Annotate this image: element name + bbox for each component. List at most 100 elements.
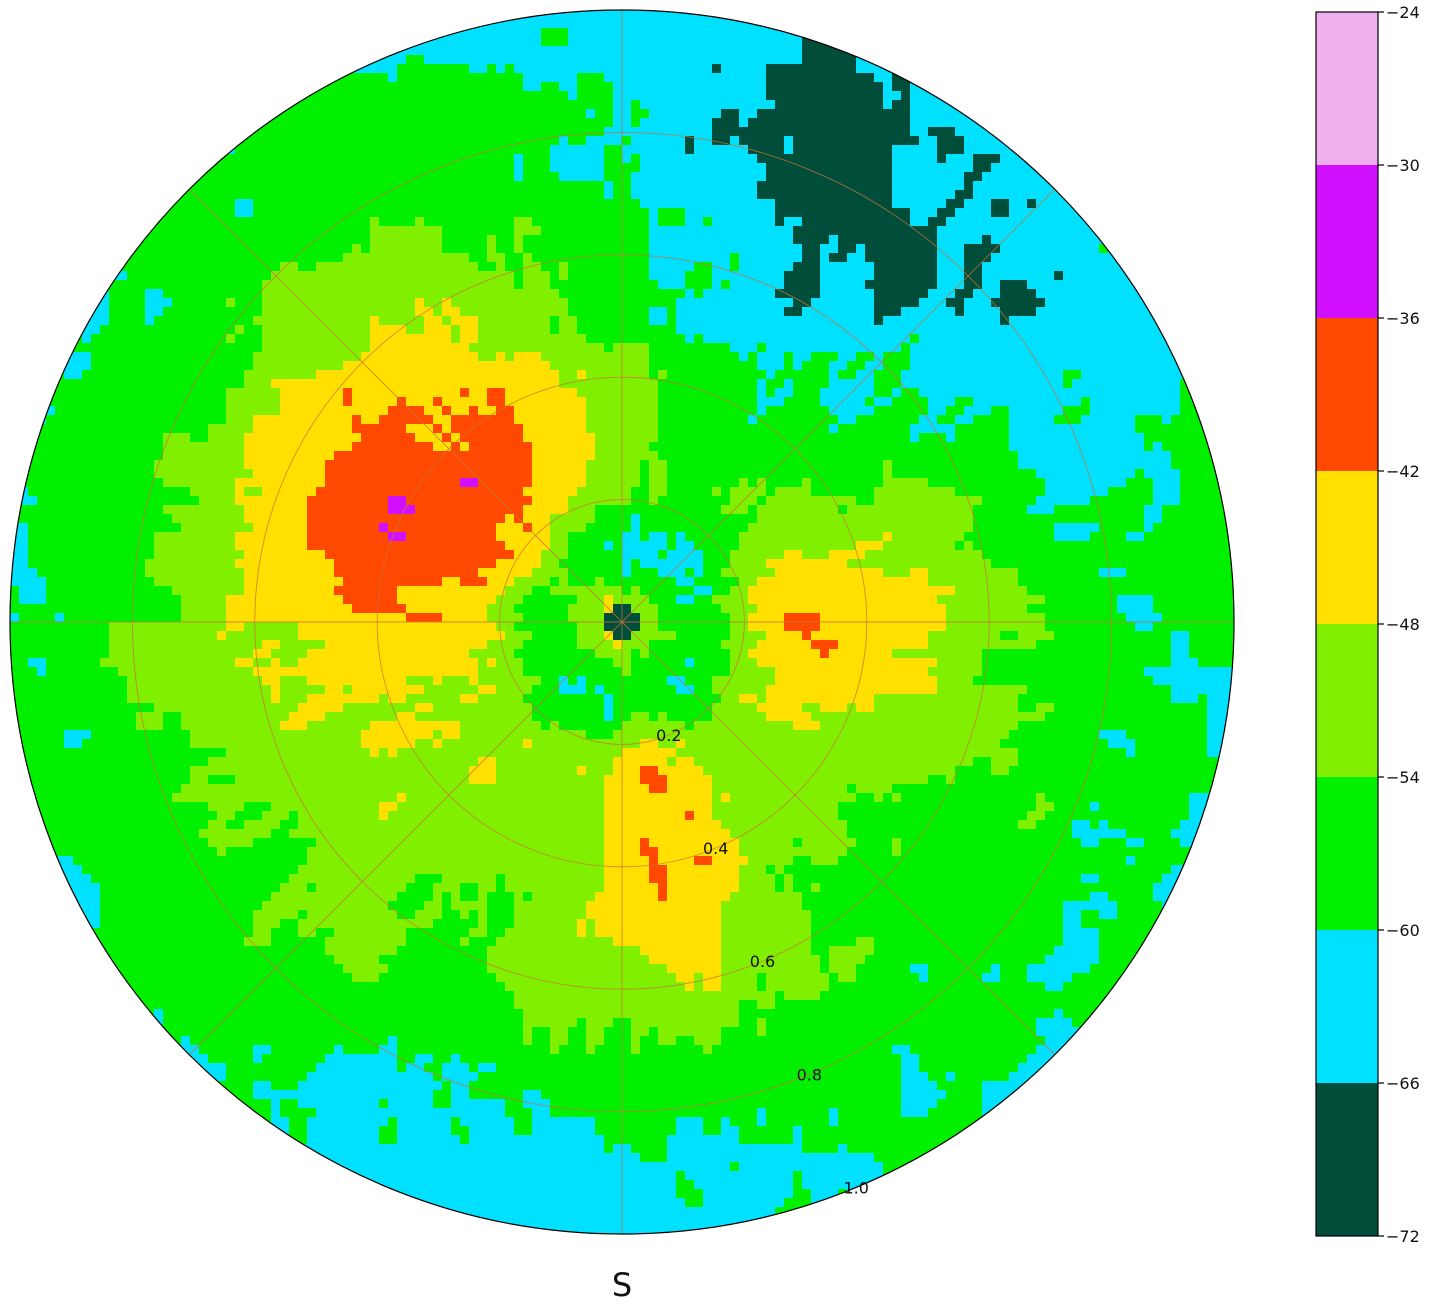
heatmap-cell xyxy=(550,334,560,344)
heatmap-cell xyxy=(208,271,218,281)
heatmap-cell xyxy=(316,271,326,281)
heatmap-cell xyxy=(829,433,839,443)
heatmap-cell xyxy=(190,406,200,416)
heatmap-cell xyxy=(550,307,560,317)
heatmap-cell xyxy=(964,235,974,245)
heatmap-cell xyxy=(505,289,515,299)
heatmap-cell xyxy=(946,343,956,353)
heatmap-cell xyxy=(217,388,227,398)
heatmap-cell xyxy=(811,352,821,362)
heatmap-cell xyxy=(820,379,830,389)
heatmap-cell xyxy=(424,100,434,110)
heatmap-cell xyxy=(613,235,623,245)
heatmap-cell xyxy=(667,415,677,425)
heatmap-cell xyxy=(1090,406,1100,416)
heatmap-cell xyxy=(127,343,137,353)
heatmap-cell xyxy=(298,109,308,119)
heatmap-cell xyxy=(424,82,434,92)
heatmap-cell xyxy=(586,325,596,335)
heatmap-cell xyxy=(928,316,938,326)
heatmap-cell xyxy=(919,406,929,416)
heatmap-cell xyxy=(361,199,371,209)
heatmap-cell xyxy=(559,280,569,290)
heatmap-cell xyxy=(874,226,884,236)
heatmap-cell xyxy=(622,118,632,128)
heatmap-cell xyxy=(955,190,965,200)
heatmap-cell xyxy=(289,271,299,281)
heatmap-cell xyxy=(496,136,506,146)
heatmap-cell xyxy=(1108,379,1118,389)
heatmap-cell xyxy=(577,271,587,281)
heatmap-cell xyxy=(694,316,704,326)
heatmap-cell xyxy=(640,397,650,407)
heatmap-cell xyxy=(937,343,947,353)
heatmap-cell xyxy=(883,145,893,155)
heatmap-cell xyxy=(496,298,506,308)
heatmap-cell xyxy=(469,127,479,137)
heatmap-cell xyxy=(775,64,785,74)
heatmap-cell xyxy=(1054,343,1064,353)
heatmap-cell xyxy=(838,271,848,281)
heatmap-cell xyxy=(802,361,812,371)
heatmap-cell xyxy=(424,262,434,272)
heatmap-cell xyxy=(271,352,281,362)
heatmap-cell xyxy=(811,208,821,218)
heatmap-cell xyxy=(829,442,839,452)
heatmap-cell xyxy=(505,208,515,218)
heatmap-cell xyxy=(343,190,353,200)
heatmap-cell xyxy=(496,424,506,434)
heatmap-cell xyxy=(829,334,839,344)
heatmap-cell xyxy=(343,100,353,110)
heatmap-cell xyxy=(388,442,398,452)
heatmap-cell xyxy=(451,118,461,128)
heatmap-cell xyxy=(1171,370,1181,380)
heatmap-cell xyxy=(415,442,425,452)
heatmap-cell xyxy=(757,316,767,326)
heatmap-cell xyxy=(613,244,623,254)
heatmap-cell xyxy=(1054,316,1064,326)
heatmap-cell xyxy=(226,163,236,173)
heatmap-cell xyxy=(775,325,785,335)
heatmap-cell xyxy=(523,208,533,218)
heatmap-cell xyxy=(379,64,389,74)
heatmap-cell xyxy=(352,424,362,434)
heatmap-cell xyxy=(316,181,326,191)
heatmap-cell xyxy=(505,316,515,326)
heatmap-cell xyxy=(946,217,956,227)
heatmap-cell xyxy=(739,325,749,335)
heatmap-cell xyxy=(1072,451,1082,461)
heatmap-cell xyxy=(505,325,515,335)
heatmap-cell xyxy=(712,190,722,200)
heatmap-cell xyxy=(370,64,380,74)
heatmap-cell xyxy=(910,370,920,380)
heatmap-cell xyxy=(883,289,893,299)
heatmap-cell xyxy=(208,172,218,182)
heatmap-cell xyxy=(595,91,605,101)
heatmap-cell xyxy=(325,235,335,245)
heatmap-cell xyxy=(676,136,686,146)
heatmap-cell xyxy=(370,262,380,272)
heatmap-cell xyxy=(343,379,353,389)
heatmap-cell xyxy=(190,307,200,317)
heatmap-cell xyxy=(478,289,488,299)
heatmap-cell xyxy=(829,163,839,173)
heatmap-cell xyxy=(982,208,992,218)
heatmap-cell xyxy=(802,370,812,380)
heatmap-cell xyxy=(370,226,380,236)
heatmap-cell xyxy=(739,289,749,299)
heatmap-cell xyxy=(631,424,641,434)
heatmap-cell xyxy=(874,415,884,425)
heatmap-cell xyxy=(145,289,155,299)
heatmap-cell xyxy=(163,433,173,443)
heatmap-cell xyxy=(208,397,218,407)
heatmap-cell xyxy=(334,190,344,200)
heatmap-cell xyxy=(505,190,515,200)
heatmap-cell xyxy=(892,91,902,101)
heatmap-cell xyxy=(253,388,263,398)
heatmap-cell xyxy=(739,343,749,353)
heatmap-cell xyxy=(694,91,704,101)
heatmap-cell xyxy=(415,370,425,380)
heatmap-cell xyxy=(406,424,416,434)
heatmap-cell xyxy=(397,199,407,209)
heatmap-cell xyxy=(181,361,191,371)
